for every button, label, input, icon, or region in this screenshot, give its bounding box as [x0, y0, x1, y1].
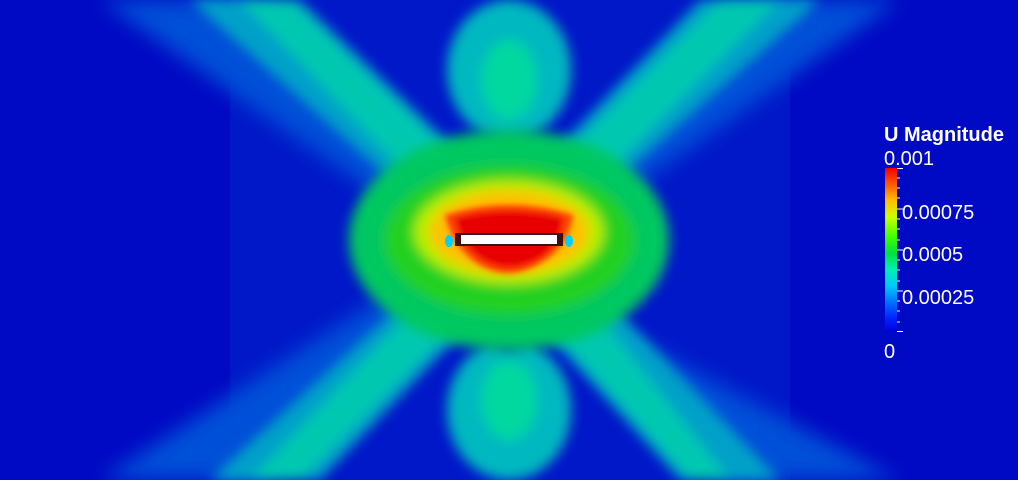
vertical-lobes [447, 0, 571, 480]
colorbar-label-0.00075: 0.00075 [902, 202, 975, 224]
colorbar-label-0.00025: 0.00025 [902, 287, 975, 309]
colorbar-title: U Magnitude [884, 124, 1004, 146]
colorbar-label-min: 0 [884, 341, 896, 363]
colorbar-legend: U Magnitude 0. [884, 124, 1018, 374]
far-field-right [790, 0, 1018, 480]
inclusion-body [461, 235, 557, 244]
far-field-left [0, 0, 230, 480]
colorbar-label-max: 0.001 [884, 148, 935, 170]
colorbar-gradient [885, 168, 897, 332]
edge-markers [445, 235, 573, 247]
colorbar-ticks [897, 168, 903, 332]
colorbar-label-0.0005: 0.0005 [902, 244, 964, 266]
